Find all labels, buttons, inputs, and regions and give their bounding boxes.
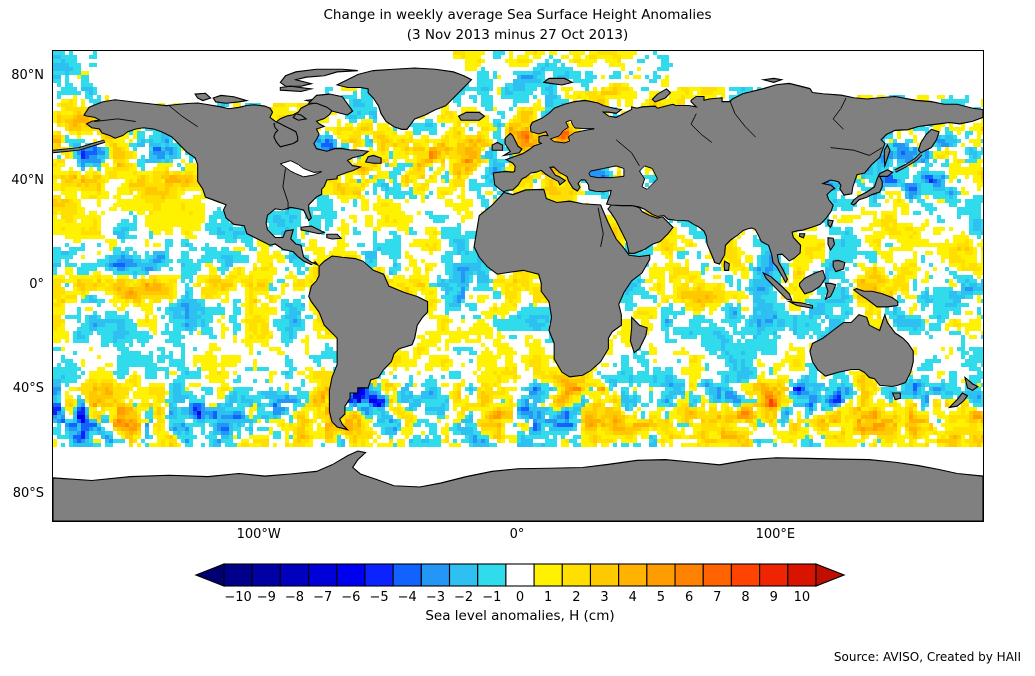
source-credit: Source: AVISO, Created by HAII xyxy=(833,650,1021,664)
colorbar-tick-label: −4 xyxy=(397,590,417,605)
colorbar-segment xyxy=(702,563,732,587)
colorbar-tick-label: 6 xyxy=(684,590,694,605)
x-tick-label: 100°W xyxy=(236,527,281,542)
colorbar-tick-label: 4 xyxy=(628,590,637,605)
colorbar-segment xyxy=(787,563,817,587)
colorbar-tick-label: −8 xyxy=(284,590,305,605)
colorbar-segment xyxy=(420,563,451,587)
colorbar-segment xyxy=(561,563,592,587)
colorbar-tick-label: 5 xyxy=(656,590,666,605)
colorbar-segment xyxy=(251,563,281,587)
colorbar-extend-left xyxy=(194,563,225,587)
colorbar-extend-right xyxy=(815,563,846,587)
colorbar-tick-label: −1 xyxy=(482,590,502,605)
colorbar-tick-label: −9 xyxy=(256,590,276,605)
colorbar-segment xyxy=(279,563,310,587)
colorbar-tick-label: 0 xyxy=(515,590,525,605)
colorbar-segment xyxy=(308,563,338,587)
colorbar-segment xyxy=(336,563,366,587)
colorbar-segment xyxy=(730,563,761,587)
colorbar-tick-label: 8 xyxy=(741,590,750,605)
colorbar-segment xyxy=(392,563,422,587)
chart-title: Change in weekly average Sea Surface Hei… xyxy=(323,7,712,23)
colorbar-tick-label: 3 xyxy=(600,590,609,605)
colorbar-segment xyxy=(646,563,676,587)
colorbar-tick-label: 7 xyxy=(713,590,722,605)
colorbar-segment xyxy=(448,563,479,587)
colorbar-segment xyxy=(364,563,394,587)
colorbar-tick-label: 10 xyxy=(793,590,811,605)
colorbar-tick-label: −7 xyxy=(313,590,333,605)
colorbar-tick-label: −5 xyxy=(369,590,389,605)
colorbar-tick-label: 2 xyxy=(572,590,581,605)
colorbar-label: Sea level anomalies, H (cm) xyxy=(425,608,615,624)
colorbar-segment xyxy=(674,563,704,587)
chart-subtitle: (3 Nov 2013 minus 27 Oct 2013) xyxy=(406,27,629,43)
y-tick-label: 80°S xyxy=(12,485,44,501)
colorbar-tick-label: −10 xyxy=(224,590,252,605)
colorbar-segment xyxy=(589,563,620,587)
colorbar-segment xyxy=(223,563,253,587)
x-tick-label: 100°E xyxy=(755,527,796,542)
colorbar-segment xyxy=(759,563,789,587)
y-tick-label: 80°N xyxy=(11,68,44,84)
x-tick-label: 0° xyxy=(509,527,525,542)
colorbar-tick-label: 1 xyxy=(544,590,553,605)
colorbar xyxy=(194,563,846,587)
colorbar-tick-label: 9 xyxy=(769,590,778,605)
colorbar-segment xyxy=(533,563,563,587)
world-map-canvas xyxy=(53,51,983,521)
y-tick-label: 0° xyxy=(29,277,44,292)
y-tick-label: 40°N xyxy=(11,172,44,188)
colorbar-tick-label: −2 xyxy=(454,590,474,605)
colorbar-tick-label: −3 xyxy=(425,590,445,605)
colorbar-segment xyxy=(618,563,648,587)
map-frame xyxy=(52,50,984,522)
colorbar-segment xyxy=(505,563,535,587)
colorbar-segment xyxy=(477,563,507,587)
colorbar-tick-label: −6 xyxy=(341,590,361,605)
y-tick-label: 40°S xyxy=(12,381,44,397)
